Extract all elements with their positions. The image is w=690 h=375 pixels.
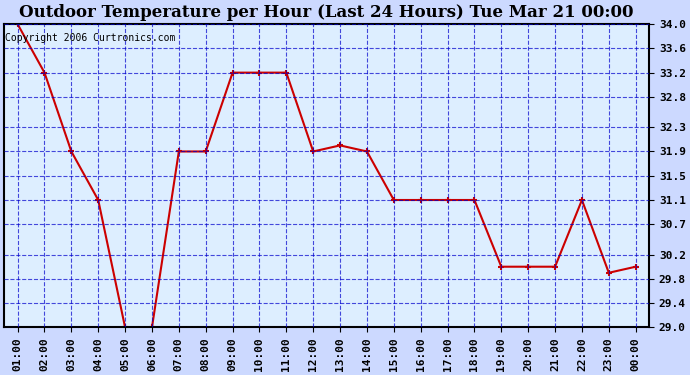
Title: Outdoor Temperature per Hour (Last 24 Hours) Tue Mar 21 00:00: Outdoor Temperature per Hour (Last 24 Ho… bbox=[19, 4, 634, 21]
Text: Copyright 2006 Curtronics.com: Copyright 2006 Curtronics.com bbox=[6, 33, 176, 43]
